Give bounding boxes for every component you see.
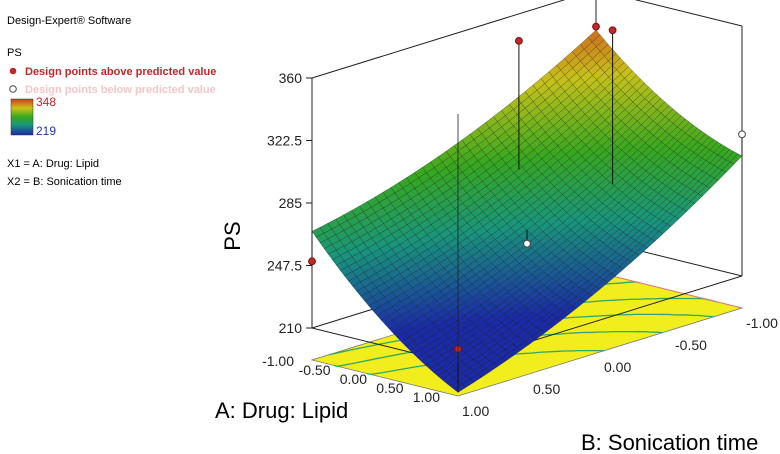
factor-x1-definition: X1 = A: Drug: Lipid [7,158,99,170]
b-tick-label: 0.50 [533,381,560,397]
design-point-above [608,26,617,35]
a-tick-label: 0.00 [340,371,367,387]
color-scale-bar [10,98,34,136]
z-tick-label: 210 [279,320,303,336]
z-tick-label: 247.5 [267,258,302,274]
floor-edge-line [595,271,743,309]
above-point-legend-label: Design points above predicted value [25,66,216,78]
z-tick-label: 285 [279,195,303,211]
top-back-edge [311,0,566,79]
top-right-edge [634,0,743,27]
color-scale-max: 348 [36,95,56,109]
a-tick-label: -1.00 [262,353,294,369]
a-tick-label: 1.00 [413,389,440,405]
a-tick-label: -0.50 [299,362,331,378]
below-point-legend-marker [9,85,17,93]
response-surface [311,29,743,393]
software-title: Design-Expert® Software [7,15,131,27]
above-point-legend-marker [9,67,17,75]
design-point-above [308,257,316,266]
b-tick-label: -1.00 [746,315,778,331]
a-tick-label: 0.50 [376,380,403,396]
below-point-legend-label: Design points below predicted value [25,84,216,96]
design-point-below [738,130,746,139]
color-scale-min: 219 [36,124,56,138]
design-point-above [592,22,600,31]
axis-ticks: 210 247.5 285 322.5 360 -1.00 -0.50 0.00 0.50 1.0… [262,70,778,419]
a-axis-title: A: Drug: Lipid [215,398,348,423]
design-point-above [515,36,523,45]
b-tick-label: 0.00 [604,359,631,375]
response-name: PS [7,47,22,59]
factor-x2-definition: X2 = B: Sonication time [7,176,122,188]
b-axis-title: B: Sonication time [581,430,758,454]
z-axis-title: PS [220,221,245,250]
z-tick-label: 360 [279,70,303,86]
design-point-below [523,239,531,248]
b-tick-label: -0.50 [675,337,707,353]
z-tick-label: 322.5 [267,133,302,149]
b-tick-label: 1.00 [462,403,489,419]
